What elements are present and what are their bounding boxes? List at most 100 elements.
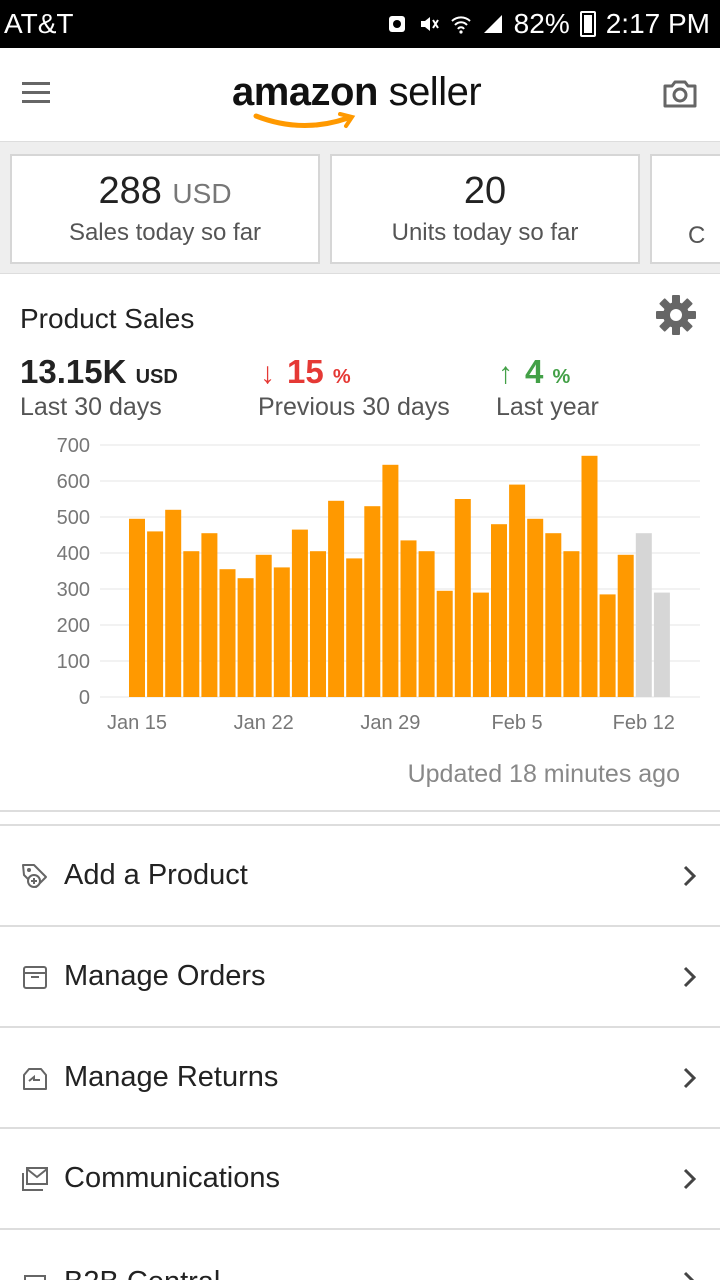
y-tick-label: 100 [57, 651, 90, 673]
status-icons: 82% 2:17 PM [386, 8, 710, 40]
building-icon [24, 1275, 46, 1280]
list-item-communications[interactable]: Communications [0, 1129, 720, 1230]
chart-bar[interactable] [563, 551, 580, 697]
chart-bar[interactable] [201, 533, 218, 697]
envelope-icon [22, 1166, 48, 1191]
x-tick-label: Jan 22 [234, 712, 294, 734]
list-item-add-product[interactable]: Add a Product [0, 826, 720, 927]
kpi-units-value: 20 [463, 170, 507, 212]
chart-bar[interactable] [183, 551, 200, 697]
list-item-manage-orders[interactable]: Manage Orders [0, 927, 720, 1028]
tag-plus-icon [22, 863, 47, 888]
chart-bar[interactable] [509, 484, 526, 697]
kpi-units-label: Units today so far [391, 219, 579, 246]
kpi-carousel[interactable]: 288 USD Sales today so far 20 Units toda… [0, 142, 720, 274]
gear-icon[interactable] [654, 293, 698, 337]
chart-bar[interactable] [581, 455, 598, 697]
chart-bar[interactable] [436, 590, 453, 697]
box-icon [23, 965, 47, 989]
signal-icon [483, 15, 502, 33]
sales-bar-chart: 0 100 200 300 400 500 600 700 Jan 15 Jan 22 Jan 29… [57, 435, 700, 734]
kpi-card-units[interactable]: 20 Units today so far [330, 154, 640, 264]
kpi-sales-value: 288 [98, 170, 162, 212]
x-tick-label: Feb 5 [492, 712, 543, 734]
updated-label: Updated 18 minutes ago [407, 760, 680, 788]
metric-previous: ↓ 15 % Previous 30 days [258, 353, 450, 422]
year-change: 4 [525, 353, 544, 390]
mute-icon [420, 17, 439, 31]
year-label: Last year [496, 393, 599, 421]
notification-icon [388, 16, 405, 32]
chart-bar[interactable] [454, 499, 471, 697]
arrow-down-icon: ↓ [260, 357, 275, 390]
y-tick-label: 300 [57, 579, 90, 601]
chart-bar[interactable] [635, 533, 652, 697]
logo-suffix: seller [388, 70, 482, 114]
chart-bar[interactable] [291, 529, 308, 697]
y-tick-label: 600 [57, 471, 90, 493]
prev-change: 15 [287, 353, 324, 390]
return-box-icon [23, 1067, 47, 1090]
total-unit: USD [135, 366, 178, 388]
carrier-label: AT&T [4, 8, 74, 39]
list-item-manage-returns[interactable]: Manage Returns [0, 1028, 720, 1129]
app-header: amazon seller [0, 48, 720, 142]
y-tick-label: 500 [57, 507, 90, 529]
chart-bar[interactable] [545, 533, 562, 697]
hamburger-menu-icon[interactable] [22, 82, 50, 108]
list-label: B2B Central [64, 1266, 220, 1280]
x-tick-label: Feb 12 [613, 712, 675, 734]
chart-bar[interactable] [418, 551, 435, 697]
chevron-right-icon [683, 1168, 697, 1189]
chevron-right-icon [683, 1067, 697, 1088]
list-label: Manage Orders [64, 960, 266, 992]
chart-bar[interactable] [364, 506, 381, 697]
list-item-b2b-central[interactable]: B2B Central [0, 1230, 720, 1280]
metric-total: 13.15K USD Last 30 days [20, 353, 178, 422]
navigation-list: Add a Product Manage Orders Manage Retur… [0, 824, 720, 1280]
battery-icon [579, 11, 596, 37]
kpi-card-partial[interactable]: C [650, 154, 720, 264]
chart-bar[interactable] [599, 594, 616, 697]
chart-bar[interactable] [382, 464, 399, 697]
chart-bar[interactable] [400, 540, 417, 697]
arrow-up-icon: ↑ [498, 357, 513, 390]
list-label: Communications [64, 1162, 280, 1194]
amazon-seller-logo: amazon seller [232, 70, 492, 130]
camera-icon[interactable] [662, 76, 698, 112]
chart-bar[interactable] [527, 518, 544, 697]
chart-bar[interactable] [346, 558, 363, 697]
kpi-sales-label: Sales today so far [68, 219, 262, 246]
chart-bar[interactable] [255, 554, 272, 697]
battery-percent: 82% [513, 8, 570, 39]
chart-bar[interactable] [237, 578, 254, 697]
chart-bar[interactable] [219, 569, 236, 697]
chart-bar[interactable] [617, 554, 634, 697]
sales-chart[interactable]: 0 100 200 300 400 500 600 700 Jan 15 Jan 22 Jan 29… [0, 435, 720, 745]
chart-bar[interactable] [129, 518, 145, 697]
total-label: Last 30 days [20, 393, 162, 421]
clock: 2:17 PM [605, 8, 710, 39]
chart-bar[interactable] [491, 524, 507, 697]
kpi-sales-unit: USD [172, 178, 232, 209]
x-tick-label: Jan 29 [360, 712, 420, 734]
smile-arrow-icon [253, 112, 356, 128]
chart-bar[interactable] [653, 592, 670, 697]
chart-bar[interactable] [273, 567, 290, 697]
chart-bar[interactable] [328, 500, 345, 697]
x-tick-label: Jan 15 [107, 712, 167, 734]
metric-year: ↑ 4 % Last year [496, 353, 599, 422]
y-tick-label: 200 [57, 615, 90, 637]
prev-label: Previous 30 days [258, 393, 450, 421]
chevron-right-icon [683, 1271, 695, 1280]
logo-brand: amazon [232, 70, 378, 114]
year-pct: % [552, 366, 571, 388]
y-tick-label: 0 [79, 687, 90, 709]
chart-bar[interactable] [147, 531, 164, 697]
kpi-card-sales[interactable]: 288 USD Sales today so far [10, 154, 320, 264]
section-title: Product Sales [20, 303, 195, 334]
chart-bar[interactable] [472, 592, 489, 697]
chart-bar[interactable] [310, 551, 326, 697]
prev-pct: % [332, 366, 351, 388]
chart-bar[interactable] [165, 509, 182, 697]
